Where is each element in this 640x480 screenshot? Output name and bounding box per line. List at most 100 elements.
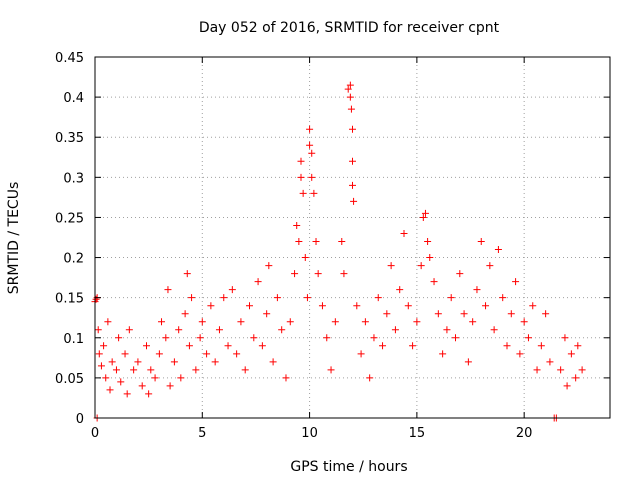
- data-point: [507, 310, 515, 318]
- data-point: [424, 238, 432, 246]
- data-point: [346, 93, 354, 101]
- data-point: [241, 366, 249, 374]
- data-point: [299, 189, 307, 197]
- data-point: [215, 326, 223, 334]
- data-point: [561, 334, 569, 342]
- data-point: [155, 350, 163, 358]
- data-point: [460, 310, 468, 318]
- data-point: [357, 350, 365, 358]
- grid-lines: [95, 57, 610, 418]
- data-point: [439, 350, 447, 358]
- data-point: [297, 173, 305, 181]
- data-point: [166, 382, 174, 390]
- data-point: [134, 358, 142, 366]
- y-tick-label: 0.3: [63, 171, 84, 186]
- data-point: [308, 173, 316, 181]
- data-point: [486, 262, 494, 270]
- data-point: [379, 342, 387, 350]
- data-point: [303, 294, 311, 302]
- data-point: [94, 326, 102, 334]
- data-point: [273, 294, 281, 302]
- x-tick-label: 20: [516, 426, 533, 441]
- data-point: [310, 189, 318, 197]
- data-point: [520, 318, 528, 326]
- data-point: [258, 342, 266, 350]
- data-point: [533, 366, 541, 374]
- data-point: [499, 294, 507, 302]
- data-point: [331, 318, 339, 326]
- data-point: [246, 302, 253, 310]
- data-point: [297, 157, 305, 165]
- axis-ticks: [94, 56, 610, 419]
- data-point: [250, 334, 258, 342]
- data-point: [92, 295, 100, 303]
- data-point: [469, 318, 477, 326]
- data-point: [95, 350, 103, 358]
- data-point: [374, 294, 382, 302]
- data-points: [91, 81, 586, 422]
- data-point: [188, 294, 196, 302]
- data-point: [100, 342, 108, 350]
- y-tick-label: 0: [76, 412, 84, 427]
- data-point: [125, 326, 133, 334]
- data-point: [557, 366, 565, 374]
- data-point: [482, 302, 490, 310]
- data-point: [417, 262, 425, 270]
- data-point: [130, 366, 138, 374]
- data-point: [115, 334, 123, 342]
- data-point: [340, 270, 348, 278]
- data-point: [512, 278, 520, 286]
- data-point: [121, 350, 129, 358]
- data-point: [102, 374, 110, 382]
- data-point: [529, 302, 537, 310]
- data-point: [181, 310, 189, 318]
- data-point: [370, 334, 378, 342]
- y-tick-label: 0.1: [63, 332, 84, 347]
- data-point: [306, 141, 314, 149]
- y-tick-label: 0.25: [55, 211, 84, 226]
- data-point: [123, 390, 131, 398]
- data-point: [430, 278, 438, 286]
- data-point: [97, 362, 105, 370]
- y-tick-label: 0.45: [55, 51, 84, 66]
- tick-labels: 0 5 10 15 20 0 0.05 0.1 0.15 0.2 0.25 0.3 0.35 0.4 0.4…: [55, 51, 532, 441]
- data-point: [546, 358, 554, 366]
- data-point: [516, 350, 524, 358]
- data-point: [361, 318, 369, 326]
- data-point: [383, 310, 391, 318]
- data-point: [192, 366, 200, 374]
- data-point: [269, 358, 277, 366]
- data-point: [308, 149, 316, 157]
- data-point: [456, 270, 464, 278]
- data-point: [278, 326, 286, 334]
- y-tick-label: 0.15: [55, 292, 84, 307]
- data-point: [306, 125, 314, 133]
- y-tick-label: 0.4: [63, 91, 84, 106]
- data-point: [198, 318, 206, 326]
- data-point: [293, 221, 301, 229]
- data-point: [220, 294, 228, 302]
- data-point: [207, 302, 215, 310]
- data-point: [542, 310, 550, 318]
- data-point: [350, 197, 358, 205]
- data-point: [346, 81, 354, 89]
- data-point: [254, 278, 262, 286]
- data-point: [404, 302, 412, 310]
- y-axis-label: SRMTID / TECUs: [6, 182, 22, 295]
- data-point: [312, 238, 320, 246]
- x-tick-label: 0: [91, 426, 99, 441]
- data-point: [419, 213, 427, 221]
- data-point: [151, 374, 159, 382]
- x-tick-label: 15: [409, 426, 426, 441]
- data-point: [464, 358, 472, 366]
- y-tick-label: 0.35: [55, 131, 84, 146]
- x-tick-label: 5: [198, 426, 206, 441]
- data-point: [104, 318, 112, 326]
- data-point: [327, 366, 335, 374]
- data-point: [138, 382, 146, 390]
- data-point: [347, 105, 355, 113]
- data-point: [387, 262, 395, 270]
- data-point: [421, 209, 429, 217]
- data-point: [301, 254, 309, 262]
- data-point: [162, 334, 170, 342]
